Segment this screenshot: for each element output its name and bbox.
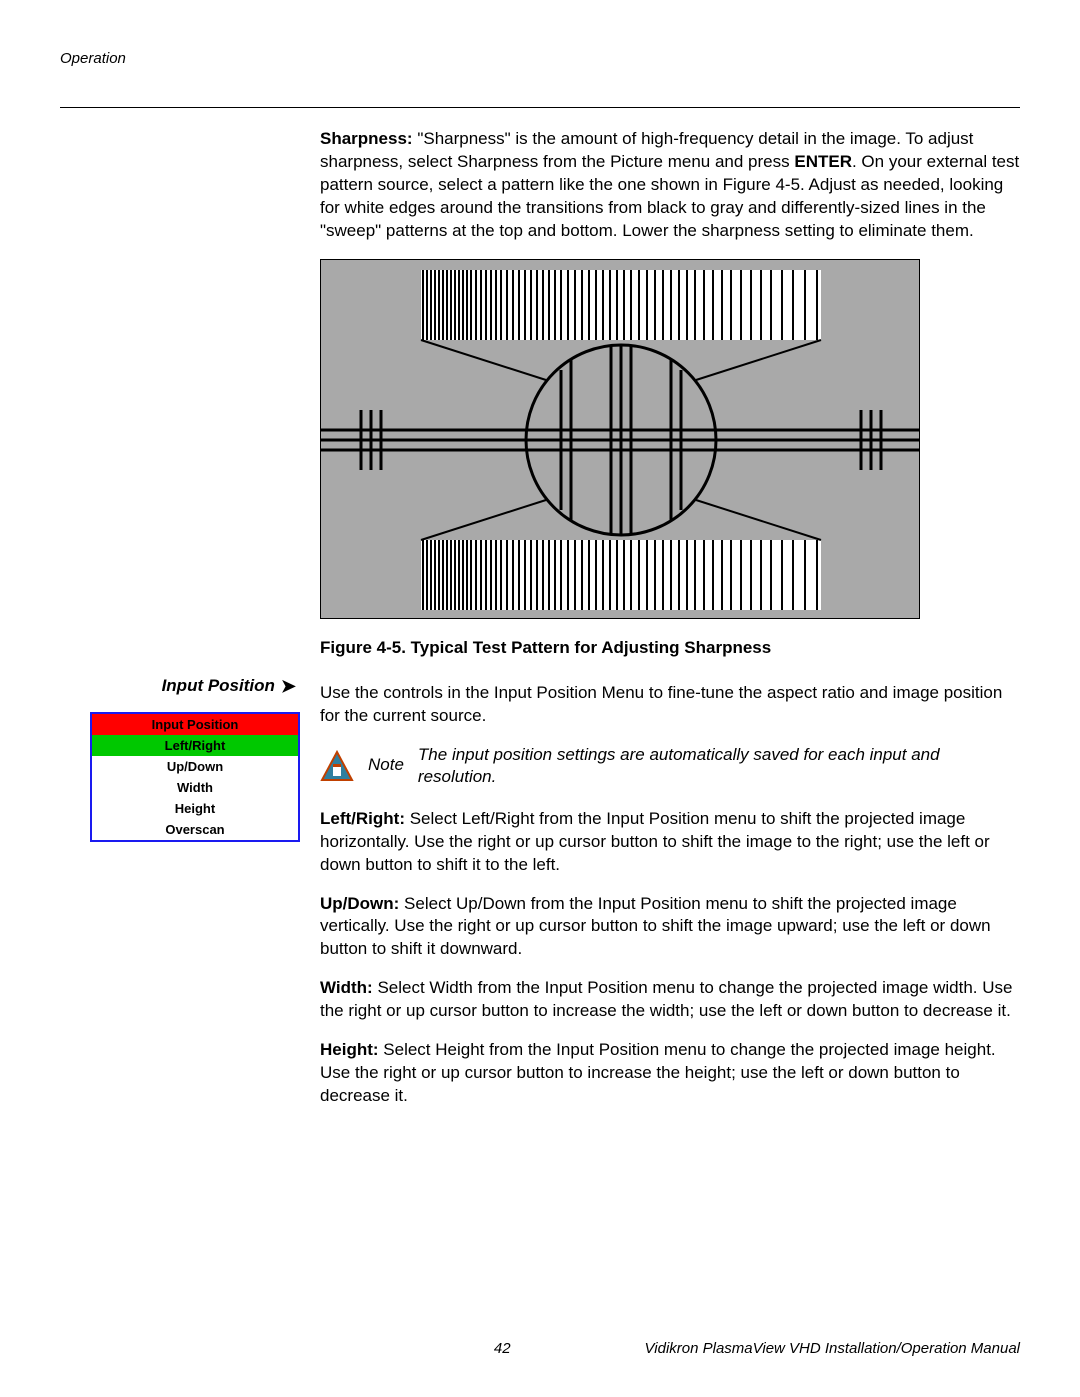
menu-title: Input Position xyxy=(92,714,298,735)
note-icon xyxy=(320,750,354,782)
arrow-icon: ➤ xyxy=(281,677,296,695)
page: Operation Input Position ➤ Input Positio… xyxy=(0,0,1080,1397)
manual-title: Vidikron PlasmaView VHD Installation/Ope… xyxy=(645,1340,1020,1357)
width-paragraph: Width: Select Width from the Input Posit… xyxy=(320,977,1020,1023)
sharpness-label: Sharpness: xyxy=(320,129,413,148)
up-down-paragraph: Up/Down: Select Up/Down from the Input P… xyxy=(320,893,1020,962)
header-rule xyxy=(60,107,1020,108)
note-text: The input position settings are automati… xyxy=(418,744,1020,788)
input-position-heading-text: Input Position xyxy=(162,676,275,696)
note-row: Note The input position settings are aut… xyxy=(320,744,1020,788)
input-position-intro: Use the controls in the Input Position M… xyxy=(320,682,1020,728)
menu-item-width[interactable]: Width xyxy=(92,777,298,798)
menu-item-height[interactable]: Height xyxy=(92,798,298,819)
menu-item-overscan[interactable]: Overscan xyxy=(92,819,298,840)
figure-caption: Figure 4-5. Typical Test Pattern for Adj… xyxy=(320,637,1020,660)
left-right-paragraph: Left/Right: Select Left/Right from the I… xyxy=(320,808,1020,877)
note-label: Note xyxy=(368,754,404,777)
left-column: Input Position ➤ Input Position Left/Rig… xyxy=(60,128,300,1124)
input-position-heading: Input Position ➤ xyxy=(60,676,300,696)
height-label: Height: xyxy=(320,1040,379,1059)
sharpness-paragraph: Sharpness: "Sharpness" is the amount of … xyxy=(320,128,1020,243)
input-position-menu: Input Position Left/Right Up/Down Width … xyxy=(90,712,300,842)
right-column: Sharpness: "Sharpness" is the amount of … xyxy=(320,128,1020,1124)
page-number: 42 xyxy=(494,1340,511,1357)
up-down-text: Select Up/Down from the Input Position m… xyxy=(320,894,991,959)
test-pattern-svg xyxy=(321,260,920,619)
footer: 42 Vidikron PlasmaView VHD Installation/… xyxy=(60,1340,1020,1357)
menu-item-up-down[interactable]: Up/Down xyxy=(92,756,298,777)
menu-item-left-right[interactable]: Left/Right xyxy=(92,735,298,756)
content: Input Position ➤ Input Position Left/Rig… xyxy=(60,128,1020,1124)
up-down-label: Up/Down: xyxy=(320,894,399,913)
width-text: Select Width from the Input Position men… xyxy=(320,978,1012,1020)
height-text: Select Height from the Input Position me… xyxy=(320,1040,996,1105)
header-section: Operation xyxy=(60,50,1020,67)
enter-key: ENTER xyxy=(794,152,852,171)
height-paragraph: Height: Select Height from the Input Pos… xyxy=(320,1039,1020,1108)
left-right-label: Left/Right: xyxy=(320,809,405,828)
test-pattern-figure xyxy=(320,259,920,619)
width-label: Width: xyxy=(320,978,373,997)
left-right-text: Select Left/Right from the Input Positio… xyxy=(320,809,990,874)
